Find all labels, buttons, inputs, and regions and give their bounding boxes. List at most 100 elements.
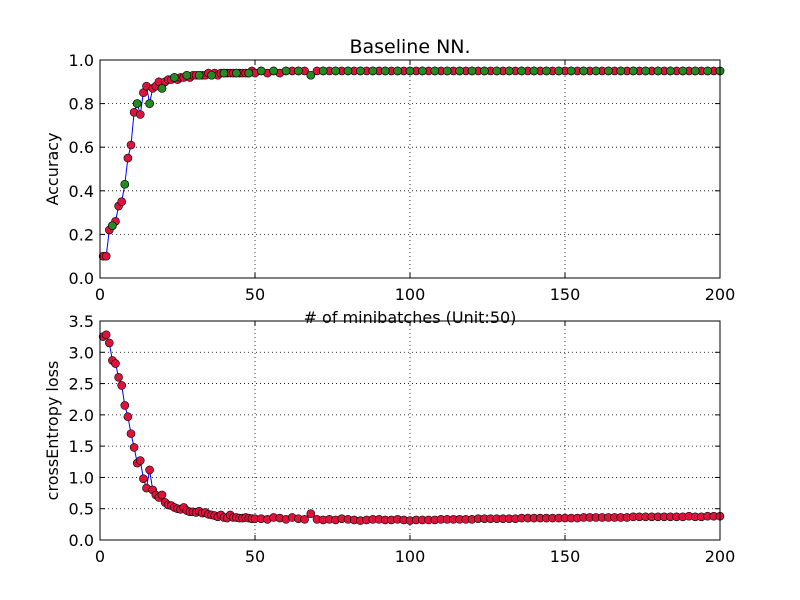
- loss-data-point: [114, 373, 123, 382]
- loss-x-tick-label: 200: [705, 547, 736, 566]
- accuracy-x-tick-label: 200: [705, 285, 736, 304]
- accuracy-data-point-alt: [219, 68, 229, 78]
- accuracy-data-point-alt: [442, 66, 452, 76]
- loss-data-point: [111, 359, 120, 368]
- accuracy-data-point-alt: [294, 66, 303, 76]
- accuracy-data-point-alt: [232, 68, 241, 78]
- accuracy-data-point-alt: [281, 66, 291, 76]
- accuracy-y-tick-label: 1.0: [69, 51, 94, 70]
- accuracy-data-point-alt: [628, 66, 638, 76]
- accuracy-grid: [99, 59, 721, 279]
- accuracy-data-point-alt: [244, 68, 254, 78]
- accuracy-x-tick-label: 0: [95, 285, 105, 304]
- accuracy-data-point: [101, 251, 111, 261]
- loss-y-tick-label: 1.0: [69, 468, 94, 487]
- accuracy-data-point-alt: [157, 84, 167, 93]
- accuracy-series-line: [103, 70, 720, 257]
- accuracy-data-point-alt: [542, 66, 551, 76]
- chart-title: Baseline NN.: [349, 36, 470, 58]
- loss-data-point: [126, 429, 136, 438]
- accuracy-data-point-alt: [418, 66, 427, 76]
- accuracy-data-point-alt: [132, 99, 142, 108]
- accuracy-panel: 0 50 100 150 200 0.0 0.2 0.4 0.6 0.8 1.0 Baseline …: [43, 36, 735, 327]
- loss-y-axis-label: crossEntropy loss: [43, 361, 62, 501]
- accuracy-series: [98, 66, 725, 261]
- accuracy-data-point-alt: [566, 66, 576, 76]
- accuracy-data-point-alt: [703, 66, 712, 76]
- accuracy-data-point-alt: [368, 66, 378, 76]
- accuracy-data-point-alt: [653, 66, 663, 76]
- accuracy-data-point: [136, 110, 145, 119]
- accuracy-y-tick-label: 0.0: [69, 269, 94, 288]
- accuracy-data-point-alt: [306, 70, 316, 80]
- accuracy-data-point-alt: [380, 66, 390, 76]
- accuracy-data-point-alt: [467, 66, 477, 76]
- accuracy-data-point-alt: [145, 99, 154, 108]
- loss-x-tick-label: 0: [95, 547, 105, 566]
- loss-y-tick-label: 0.5: [69, 500, 94, 519]
- loss-data-point: [101, 330, 111, 340]
- loss-data-point: [157, 490, 167, 500]
- loss-data-point: [117, 381, 126, 390]
- loss-series: [98, 330, 725, 525]
- loss-x-tick-label: 100: [395, 547, 426, 566]
- accuracy-data-point-alt: [318, 66, 328, 76]
- accuracy-data-point-alt: [108, 221, 117, 230]
- accuracy-data-point-alt: [343, 66, 353, 76]
- accuracy-data-point-alt: [393, 66, 402, 76]
- accuracy-y-tick-label: 0.2: [69, 225, 94, 244]
- accuracy-data-point: [126, 140, 136, 150]
- accuracy-data-point-alt: [554, 66, 564, 76]
- accuracy-data-point-alt: [170, 73, 179, 82]
- accuracy-data-point-alt: [480, 66, 489, 76]
- loss-series-line: [102, 334, 720, 522]
- accuracy-y-axis-label: Accuracy: [43, 132, 62, 205]
- loss-y-tick-label: 2.5: [69, 375, 94, 394]
- loss-data-point: [139, 474, 148, 483]
- accuracy-data-point-alt: [616, 66, 626, 76]
- accuracy-data-point-alt: [529, 66, 539, 76]
- accuracy-data-point-alt: [356, 66, 365, 76]
- loss-y-tick-label: 1.5: [69, 437, 94, 456]
- accuracy-y-tick-label: 0.6: [69, 138, 94, 157]
- accuracy-data-point: [123, 153, 133, 163]
- accuracy-data-point-alt: [604, 66, 613, 76]
- loss-y-tick-label: 0.0: [69, 531, 94, 550]
- accuracy-data-point-alt: [641, 66, 650, 76]
- accuracy-data-point-alt: [666, 66, 675, 76]
- accuracy-x-axis-label: # of minibatches (Unit:50): [304, 308, 517, 327]
- loss-data-point: [145, 465, 154, 475]
- loss-data-point: [136, 456, 145, 465]
- accuracy-x-tick-label: 150: [550, 285, 581, 304]
- accuracy-data-point-alt: [207, 70, 216, 80]
- loss-grid: [99, 320, 721, 541]
- accuracy-data-point-alt: [120, 179, 130, 189]
- loss-data-point: [129, 443, 139, 452]
- loss-y-tick-label: 2.0: [69, 406, 94, 425]
- accuracy-x-tick-label: 100: [395, 285, 426, 304]
- loss-ticks: 0 50 100 150 200 0.0 0.5 1.0 1.5 2.0 2.5 3.0 3.5: [69, 312, 736, 566]
- accuracy-data-point-alt: [331, 66, 340, 76]
- accuracy-y-tick-label: 0.8: [69, 95, 94, 114]
- accuracy-data-point-alt: [269, 66, 278, 76]
- accuracy-data-point-alt: [430, 66, 440, 76]
- accuracy-data-point-alt: [517, 66, 526, 76]
- loss-x-tick-label: 50: [245, 547, 265, 566]
- accuracy-data-point-alt: [579, 66, 588, 76]
- accuracy-y-tick-label: 0.4: [69, 182, 94, 201]
- accuracy-data-point-alt: [504, 66, 514, 76]
- loss-data-point: [300, 515, 309, 524]
- loss-data-point: [105, 338, 114, 348]
- loss-data-point: [120, 401, 130, 410]
- accuracy-data-point-alt: [591, 66, 601, 76]
- accuracy-data-point-alt: [405, 66, 415, 76]
- accuracy-data-point-alt: [690, 66, 700, 76]
- loss-panel: 0 50 100 150 200 0.0 0.5 1.0 1.5 2.0 2.5 3.0 3.5 cro…: [43, 312, 735, 566]
- accuracy-data-point-alt: [256, 66, 266, 76]
- loss-data-point: [306, 509, 316, 519]
- accuracy-data-point-alt: [194, 70, 204, 80]
- loss-y-tick-label: 3.0: [69, 343, 94, 362]
- accuracy-data-point-alt: [492, 66, 502, 76]
- accuracy-data-point: [117, 197, 126, 206]
